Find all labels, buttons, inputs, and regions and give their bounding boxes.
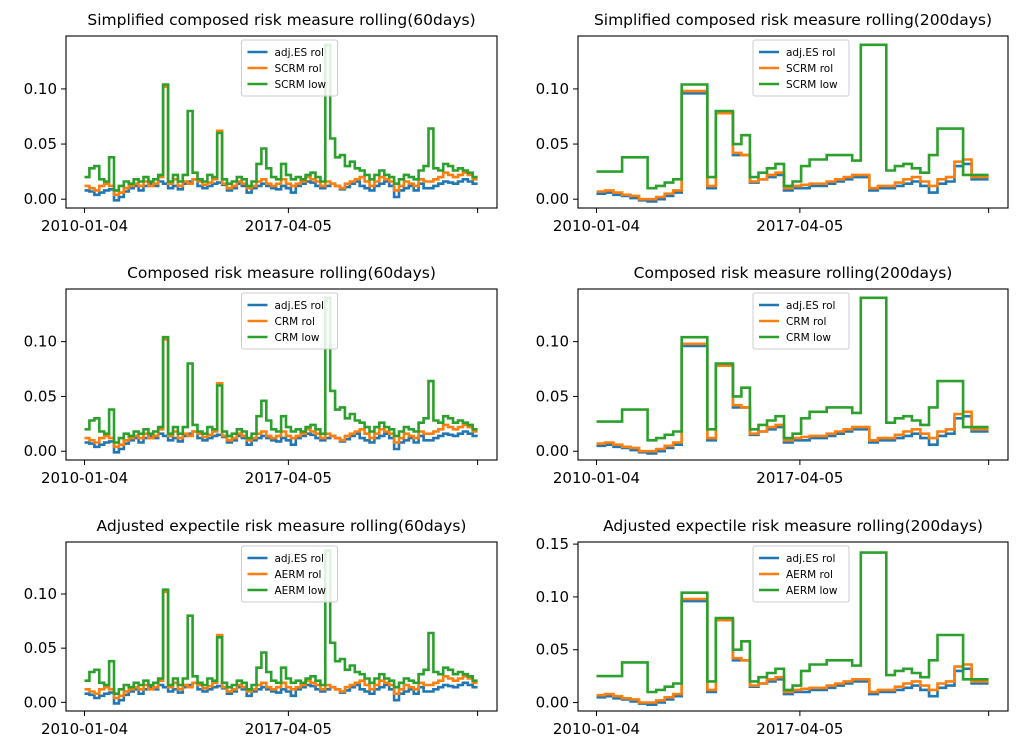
series-group	[596, 43, 989, 203]
y-tick-label: 0.10	[24, 585, 57, 603]
y-tick-label: 0.00	[536, 190, 569, 208]
y-tick-label: 0.00	[24, 693, 57, 711]
y-tick-label: 0.05	[536, 387, 569, 405]
series-group	[596, 296, 989, 455]
subplot-3: Composed risk measure rolling(60days) 0.0…	[24, 264, 498, 487]
series-group	[84, 549, 478, 705]
y-tick-label: 0.00	[24, 442, 57, 460]
chart-title: Simplified composed risk measure rolling…	[594, 11, 992, 29]
series-line-1	[84, 430, 478, 454]
y-tick-label: 0.05	[536, 135, 569, 153]
legend-box	[241, 292, 338, 350]
y-tick-label: 0.00	[536, 442, 569, 460]
x-tick-label: 2010-01-04	[41, 720, 128, 738]
legend-label: SCRM rol	[786, 63, 833, 75]
x-tick-label: 2010-01-04	[41, 217, 128, 235]
legend-label: SCRM rol	[275, 63, 322, 75]
legend-label: SCRM low	[786, 79, 838, 91]
chart-title: Composed risk measure rolling(60days)	[127, 264, 436, 282]
legend: adj.ES rol CRM rol CRM low	[752, 292, 850, 350]
legend: adj.ES rol SCRM rol SCRM low	[241, 39, 338, 97]
legend-label: AERM low	[275, 585, 327, 597]
chart-title: Simplified composed risk measure rolling…	[87, 11, 475, 29]
legend-label: CRM rol	[786, 316, 826, 328]
x-tick-label: 2010-01-04	[553, 469, 640, 487]
legend-label: CRM low	[786, 332, 831, 344]
series-line-2	[84, 85, 478, 197]
series-line-3	[84, 296, 478, 444]
y-tick-label: 0.10	[24, 333, 57, 351]
series-line-3	[84, 43, 478, 192]
legend-box	[241, 39, 338, 97]
series-line-3	[596, 551, 989, 694]
subplot-1: Simplified composed risk measure rolling…	[24, 11, 498, 235]
x-tick-label: 2017-04-05	[756, 217, 843, 235]
y-tick-label: 0.05	[24, 639, 57, 657]
series-line-2	[84, 590, 478, 700]
series-line-3	[596, 43, 989, 190]
y-tick-label: 0.05	[24, 135, 57, 153]
legend-label: AERM rol	[786, 569, 833, 581]
x-tick-label: 2017-04-05	[756, 720, 843, 738]
legend-label: adj.ES rol	[275, 300, 324, 312]
y-tick-label: 0.05	[536, 641, 569, 659]
legend-box	[241, 545, 338, 603]
x-tick-label: 2010-01-04	[553, 217, 640, 235]
series-line-3	[596, 296, 989, 442]
legend-label: AERM low	[786, 585, 838, 597]
y-tick-label: 0.10	[536, 333, 569, 351]
legend-box	[752, 292, 850, 350]
y-tick-label: 0.05	[24, 387, 57, 405]
legend-label: adj.ES rol	[786, 553, 835, 565]
x-tick-label: 2017-04-05	[245, 217, 332, 235]
y-tick-label: 0.15	[536, 535, 569, 553]
legend-label: adj.ES rol	[275, 553, 324, 565]
x-tick-label: 2017-04-05	[756, 469, 843, 487]
series-line-2	[84, 338, 478, 449]
series-line-3	[84, 549, 478, 695]
chart-title: Adjusted expectile risk measure rolling(…	[97, 517, 467, 535]
y-tick-label: 0.00	[24, 190, 57, 208]
chart-title: Composed risk measure rolling(200days)	[634, 264, 953, 282]
legend-label: AERM rol	[275, 569, 322, 581]
series-line-1	[84, 681, 478, 705]
legend-label: adj.ES rol	[275, 47, 324, 59]
plot-frame	[577, 288, 1009, 461]
y-tick-label: 0.10	[536, 588, 569, 606]
x-tick-label: 2017-04-05	[245, 469, 332, 487]
subplot-4: Composed risk measure rolling(200days) 0.…	[536, 264, 1009, 487]
plot-frame	[65, 288, 498, 461]
series-group	[84, 296, 478, 454]
legend-label: SCRM low	[275, 79, 327, 91]
series-group	[596, 551, 989, 706]
legend: adj.ES rol AERM rol AERM low	[241, 545, 338, 603]
x-tick-label: 2017-04-05	[245, 720, 332, 738]
legend-label: CRM rol	[275, 316, 315, 328]
legend-label: CRM low	[275, 332, 320, 344]
legend: adj.ES rol CRM rol CRM low	[241, 292, 338, 350]
legend-box	[752, 545, 850, 603]
subplot-6: Adjusted expectile risk measure rolling(…	[536, 517, 1009, 738]
plot-frame	[577, 35, 1009, 209]
subplot-2: Simplified composed risk measure rolling…	[536, 11, 1009, 235]
legend: adj.ES rol AERM rol AERM low	[752, 545, 850, 603]
plot-frame	[577, 541, 1009, 712]
y-tick-label: 0.10	[536, 80, 569, 98]
x-tick-label: 2010-01-04	[41, 469, 128, 487]
plot-frame	[65, 541, 498, 712]
legend: adj.ES rol SCRM rol SCRM low	[752, 39, 850, 97]
y-tick-label: 0.10	[24, 80, 57, 98]
y-tick-label: 0.00	[536, 694, 569, 712]
legend-label: adj.ES rol	[786, 300, 835, 312]
chart-title: Adjusted expectile risk measure rolling(…	[603, 517, 983, 535]
series-line-1	[84, 178, 478, 202]
legend-box	[752, 39, 850, 97]
series-group	[84, 43, 478, 202]
x-tick-label: 2010-01-04	[553, 720, 640, 738]
subplot-5: Adjusted expectile risk measure rolling(…	[24, 517, 498, 738]
legend-label: adj.ES rol	[786, 47, 835, 59]
plot-frame	[65, 35, 498, 209]
